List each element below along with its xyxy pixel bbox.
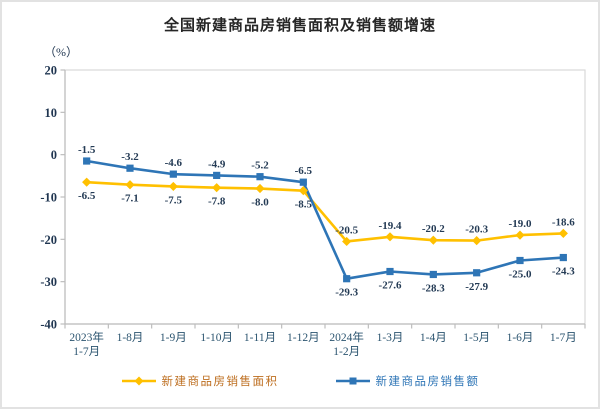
y-axis-unit-label: （%） — [44, 45, 78, 59]
svg-text:-28.3: -28.3 — [422, 282, 445, 294]
svg-text:-10: -10 — [40, 191, 57, 205]
svg-text:1-8月: 1-8月 — [117, 332, 144, 344]
svg-text:-20.5: -20.5 — [335, 224, 358, 236]
svg-text:-19.4: -19.4 — [379, 220, 402, 232]
svg-text:10: 10 — [45, 106, 58, 120]
svg-text:-4.6: -4.6 — [165, 157, 183, 169]
svg-text:1-7月: 1-7月 — [550, 332, 577, 344]
svg-text:-30: -30 — [40, 275, 57, 289]
svg-text:1-6月: 1-6月 — [507, 332, 534, 344]
svg-text:-7.5: -7.5 — [165, 194, 183, 206]
svg-text:-7.8: -7.8 — [208, 196, 226, 208]
svg-text:-20.2: -20.2 — [422, 223, 445, 235]
svg-text:-5.2: -5.2 — [251, 160, 269, 172]
svg-text:1-12月: 1-12月 — [287, 332, 320, 344]
svg-text:-1.5: -1.5 — [78, 144, 96, 156]
svg-text:1-3月: 1-3月 — [377, 332, 404, 344]
svg-text:0: 0 — [51, 148, 57, 162]
svg-text:1-11月: 1-11月 — [244, 332, 276, 344]
legend-line-square-icon — [335, 377, 370, 385]
svg-text:1-5月: 1-5月 — [463, 332, 490, 344]
legend-item-sales-amount: 新建商品房销售额 — [335, 373, 480, 389]
svg-text:-3.2: -3.2 — [121, 151, 139, 163]
legend-line-diamond-icon — [121, 376, 156, 386]
svg-text:-24.3: -24.3 — [552, 266, 575, 278]
svg-text:-20: -20 — [40, 233, 57, 247]
svg-text:-18.6: -18.6 — [552, 216, 575, 228]
svg-text:-27.9: -27.9 — [465, 281, 488, 293]
svg-text:-25.0: -25.0 — [509, 269, 532, 281]
chart-title: 全国新建商品房销售面积及销售额增速 — [163, 16, 436, 34]
svg-text:-19.0: -19.0 — [509, 218, 532, 230]
svg-text:-4.9: -4.9 — [208, 158, 226, 170]
svg-text:1-10月: 1-10月 — [200, 332, 233, 344]
legend-label-sales-area: 新建商品房销售面积 — [161, 374, 279, 388]
svg-text:-20.3: -20.3 — [465, 224, 488, 236]
svg-text:20: 20 — [45, 64, 58, 78]
legend-label-sales-amount: 新建商品房销售额 — [375, 374, 480, 388]
svg-text:-8.5: -8.5 — [295, 199, 313, 211]
svg-text:-8.0: -8.0 — [251, 197, 269, 209]
svg-text:1-9月: 1-9月 — [160, 332, 187, 344]
svg-text:1-4月: 1-4月 — [420, 332, 447, 344]
svg-text:-6.5: -6.5 — [78, 190, 96, 202]
svg-text:-6.5: -6.5 — [295, 165, 313, 177]
svg-text:-40: -40 — [40, 318, 57, 332]
svg-text:-27.6: -27.6 — [379, 280, 402, 292]
svg-text:-7.1: -7.1 — [121, 193, 138, 205]
legend: 新建商品房销售面积 新建商品房销售额 — [2, 373, 598, 389]
svg-text:-29.3: -29.3 — [335, 287, 358, 299]
legend-item-sales-area: 新建商品房销售面积 — [121, 373, 279, 389]
